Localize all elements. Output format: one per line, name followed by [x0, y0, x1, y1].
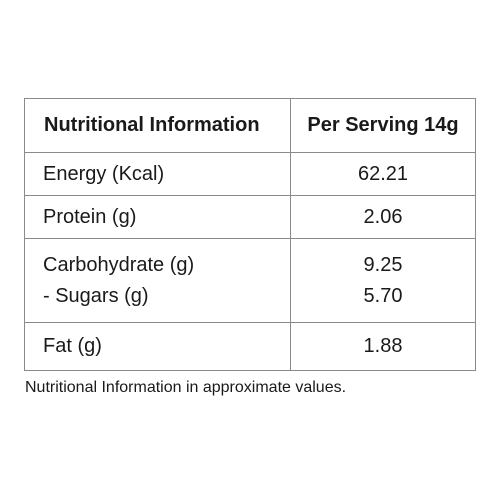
row-sublabel: - Sugars (g) — [43, 284, 149, 307]
table-row-fat: Fat (g) 1.88 — [24, 322, 476, 371]
row-label: Protein (g) — [24, 195, 291, 239]
table-header-row: Nutritional Information Per Serving 14g — [24, 98, 476, 153]
table-row-energy: Energy (Kcal) 62.21 — [24, 152, 476, 196]
row-value: 1.88 — [290, 322, 476, 371]
row-value: 2.06 — [290, 195, 476, 239]
row-label: Energy (Kcal) — [24, 152, 291, 196]
row-subvalue: 5.70 — [363, 284, 403, 307]
nutrition-table: Nutritional Information Per Serving 14g … — [24, 98, 476, 371]
footnote: Nutritional Information in approximate v… — [25, 379, 347, 396]
row-value-group: 9.25 5.70 — [290, 238, 476, 323]
row-label: Carbohydrate (g) — [43, 253, 195, 276]
row-label: Fat (g) — [24, 322, 291, 371]
row-label-group: Carbohydrate (g) - Sugars (g) — [24, 238, 291, 323]
header-value: Per Serving 14g — [290, 98, 476, 153]
row-value: 9.25 — [363, 253, 403, 276]
table-row-protein: Protein (g) 2.06 — [24, 195, 476, 239]
row-value: 62.21 — [290, 152, 476, 196]
header-label: Nutritional Information — [24, 98, 291, 153]
table-row-carbohydrate: Carbohydrate (g) - Sugars (g) 9.25 5.70 — [24, 238, 476, 323]
